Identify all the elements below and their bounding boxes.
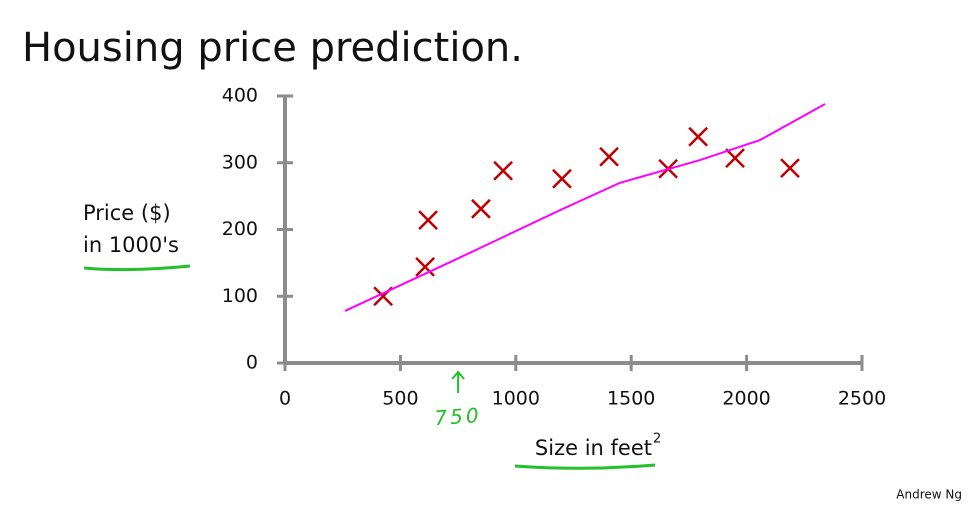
data-point [493,160,513,181]
y-axis-label: in 1000's [83,233,179,257]
chart-title: Housing price prediction. [22,25,523,71]
data-point [599,146,619,167]
data-point [415,256,435,277]
data-point [471,198,491,219]
data-point [418,210,438,231]
annotation-arrow [451,370,465,393]
y-tick-label: 400 [222,85,258,107]
x-tick-label: 2500 [838,388,886,410]
data-point [725,148,745,168]
data-point [688,126,709,147]
underline [83,264,191,272]
underline [514,463,656,470]
x-tick-label: 2000 [722,388,770,410]
y-tick-label: 0 [246,352,258,374]
x-tick-label: 0 [279,388,291,410]
y-tick-label: 200 [222,218,258,240]
credit: Andrew Ng [896,488,962,502]
data-point [780,158,800,178]
y-tick-label: 300 [222,151,258,173]
x-tick-label: 1000 [492,388,540,410]
y-axis-label: Price ($) [83,201,171,225]
x-axis-label: Size in feet [535,436,652,460]
x-tick-label: 1500 [607,388,655,410]
fit-line [344,103,826,312]
y-tick-label: 100 [222,285,258,307]
data-point [552,168,572,189]
annotation: 750 [434,403,483,430]
x-axis-label-superscript: 2 [653,432,661,447]
x-tick-label: 500 [382,388,418,410]
